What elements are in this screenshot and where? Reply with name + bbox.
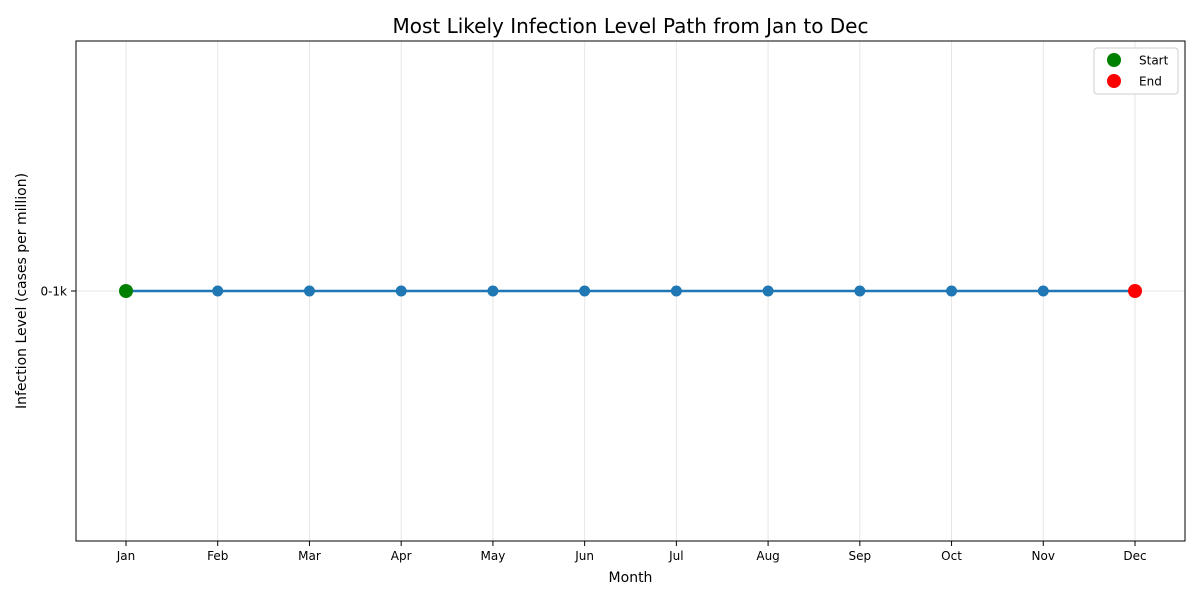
legend: Start End [1093,47,1179,95]
legend-start-label: Start [1139,54,1169,68]
data-point-feb [212,285,224,297]
data-point-aug [762,285,774,297]
y-tick-label-0: 0-1k [40,285,67,299]
x-tick-label-mar: Mar [298,549,321,563]
y-axis-label: Infection Level (cases per million) [14,173,30,409]
x-tick-label-apr: Apr [391,549,412,563]
x-tick-label-nov: Nov [1032,549,1055,563]
points-layer [119,284,1142,298]
data-point-may [487,285,499,297]
x-tick-label-jan: Jan [116,549,136,563]
x-axis-label: Month [609,570,653,586]
legend-start-marker [1107,53,1121,67]
data-point-nov [1037,285,1049,297]
data-point-jul [670,285,682,297]
y-axis-ticks: 0-1k [40,285,76,299]
x-tick-label-aug: Aug [756,549,779,563]
data-point-mar [303,285,315,297]
x-tick-label-feb: Feb [207,549,228,563]
x-axis-ticks: Jan Feb Mar Apr May Jun Jul Aug Sep Oct Nov Dec [116,541,1147,563]
x-tick-label-oct: Oct [941,549,962,563]
legend-end-marker [1107,74,1121,88]
x-tick-label-jun: Jun [574,549,594,563]
x-tick-label-may: May [481,549,506,563]
data-point-sep [854,285,866,297]
x-tick-label-jul: Jul [668,549,683,563]
data-point-apr [395,285,407,297]
legend-end-label: End [1139,75,1162,89]
end-marker [1128,284,1142,298]
data-point-oct [946,285,958,297]
chart-title: Most Likely Infection Level Path from Ja… [393,14,869,38]
data-point-jun [579,285,591,297]
start-marker [119,284,133,298]
x-tick-label-dec: Dec [1123,549,1146,563]
x-tick-label-sep: Sep [849,549,872,563]
